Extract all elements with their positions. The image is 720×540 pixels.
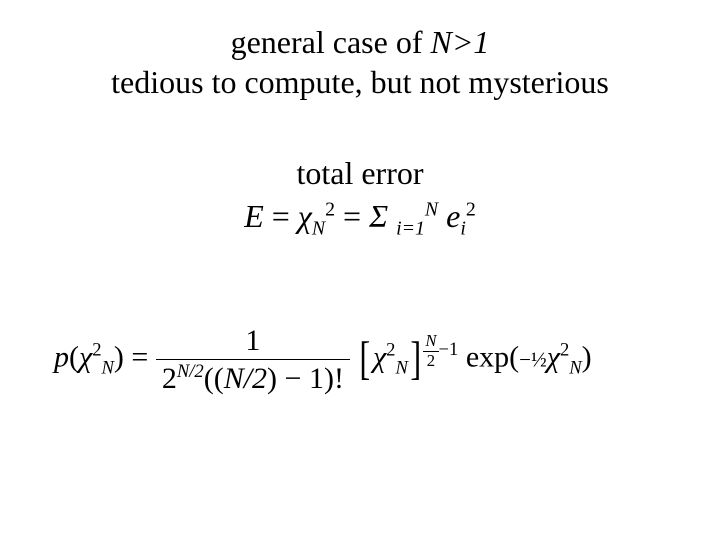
f2-chi3: χ bbox=[547, 340, 560, 373]
f2-den1: 2N/2((N/2) − 1)! bbox=[156, 360, 350, 395]
f2-chi: χ bbox=[79, 340, 92, 373]
formula-chi-pdf: p(χ2N) = 12N/2((N/2) − 1)! [χ2N]N2−1 exp… bbox=[54, 324, 666, 395]
line2-text: tedious to compute, but not mysterious bbox=[111, 64, 609, 100]
f2-chi3-sub: N bbox=[569, 357, 581, 378]
f2-chi-sub: N bbox=[102, 357, 114, 378]
f2-minushalf: −½ bbox=[519, 347, 547, 371]
line1-var: N>1 bbox=[430, 24, 489, 60]
f2-chi3-sup: 2 bbox=[560, 339, 569, 360]
f2-chi-sup: 2 bbox=[92, 339, 101, 360]
f2-chi2-sub: N bbox=[395, 357, 407, 378]
f1-e-sub: i bbox=[460, 217, 466, 239]
f2-exp-lpar: ( bbox=[509, 340, 519, 373]
f1-e: e bbox=[446, 198, 460, 234]
f2-eq: = bbox=[124, 340, 156, 373]
f2-exp: exp bbox=[466, 340, 509, 373]
f1-sumhi: N bbox=[425, 198, 438, 220]
heading-line-1: general case of N>1 bbox=[0, 24, 720, 61]
f2-lpar: ( bbox=[69, 340, 79, 373]
f2-num1: 1 bbox=[156, 324, 350, 360]
f2-chi2: χ bbox=[373, 340, 386, 373]
formula-total-error: E = χN2 = Σ i=1N ei2 bbox=[0, 198, 720, 240]
line3-text: total error bbox=[296, 155, 423, 191]
f1-E: E bbox=[244, 198, 264, 234]
f2-frac1: 12N/2((N/2) − 1)! bbox=[156, 324, 350, 395]
heading-line-2: tedious to compute, but not mysterious bbox=[0, 64, 720, 101]
subheading-total-error: total error bbox=[0, 155, 720, 192]
f1-chi-sup: 2 bbox=[325, 198, 335, 220]
f1-chi: χ bbox=[298, 198, 312, 234]
f1-sumlo: i=1 bbox=[396, 217, 425, 239]
f1-eq1: = bbox=[264, 198, 298, 234]
f1-chi-sub: N bbox=[312, 217, 325, 239]
f1-sigma: Σ bbox=[369, 198, 388, 234]
f1-eq2: = bbox=[335, 198, 369, 234]
f2-p: p bbox=[54, 340, 69, 373]
line1-text: general case of bbox=[231, 24, 431, 60]
f2-rbrack: ] bbox=[410, 341, 421, 378]
f2-rpar: ) bbox=[114, 340, 124, 373]
f2-lbrack: [ bbox=[360, 341, 371, 378]
f1-e-sup: 2 bbox=[466, 198, 476, 220]
f2-brack-exp: N2−1 bbox=[423, 339, 458, 360]
f2-exp-rpar: ) bbox=[582, 340, 592, 373]
